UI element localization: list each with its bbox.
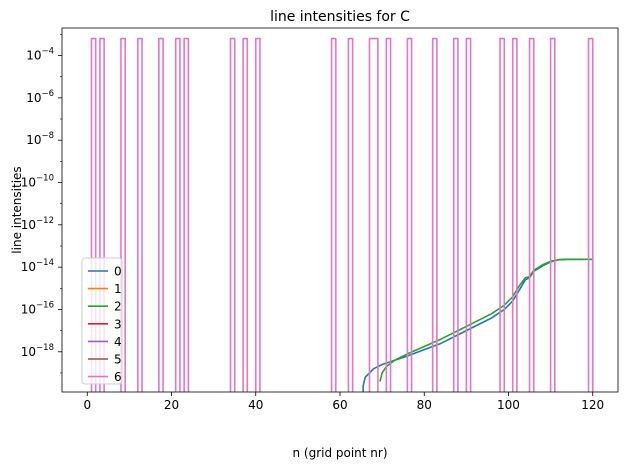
x-tick-label: 100 [497, 398, 520, 412]
legend-label-5: 5 [114, 353, 122, 367]
y-axis-label: line intensities [10, 166, 24, 253]
y-tick-label: 10−6 [26, 89, 54, 105]
y-tick-label: 10−14 [21, 258, 54, 274]
legend-label-3: 3 [114, 317, 122, 331]
legend-label-0: 0 [114, 265, 122, 279]
x-tick-label: 80 [417, 398, 432, 412]
y-tick-label: 10−12 [21, 216, 54, 232]
chart-title: line intensities for C [270, 9, 410, 25]
legend-frame [81, 257, 123, 385]
legend: 0 1 2 3 4 5 6 [81, 257, 123, 385]
x-tick-label: 40 [248, 398, 263, 412]
y-tick-label: 10−8 [26, 131, 54, 147]
legend-label-1: 1 [114, 282, 122, 296]
legend-label-2: 2 [114, 300, 122, 314]
series-line-0 [362, 258, 593, 392]
legend-label-6: 6 [114, 370, 122, 384]
y-axis: 10−18 10−16 10−14 10−12 10−10 10−8 10−6 10−4 [21, 34, 62, 374]
legend-label-4: 4 [114, 335, 122, 349]
series-layer [90, 37, 594, 392]
y-tick-label: 10−10 [21, 173, 54, 189]
x-tick-label: 0 [83, 398, 91, 412]
series-line-6 [90, 37, 594, 392]
y-tick-label: 10−4 [26, 47, 54, 63]
y-tick-label: 10−16 [21, 300, 54, 316]
x-tick-label: 60 [332, 398, 347, 412]
x-axis-label: n (grid point nr) [292, 446, 387, 460]
x-tick-label: 120 [581, 398, 604, 412]
y-tick-label: 10−18 [21, 343, 54, 359]
x-tick-label: 20 [164, 398, 179, 412]
x-axis: 0 20 40 60 80 100 120 [83, 392, 604, 412]
